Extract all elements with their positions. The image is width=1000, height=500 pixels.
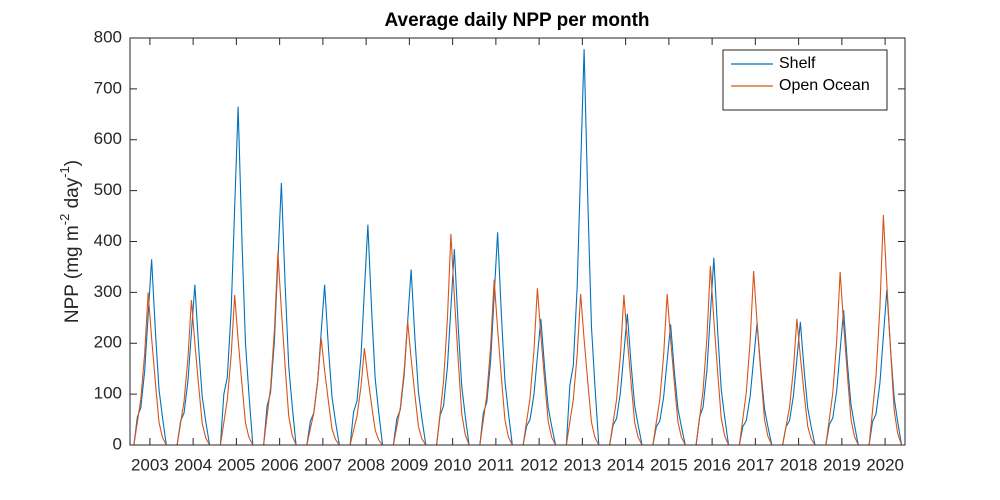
y-tick-label: 700 (94, 78, 122, 97)
y-axis-label: NPP (mg m-2 day-1) (57, 160, 83, 323)
y-tick-label: 600 (94, 129, 122, 148)
legend-label: Open Ocean (779, 77, 870, 94)
y-axis-label-part: ) (62, 160, 83, 166)
x-tick-label: 2009 (390, 455, 428, 474)
x-tick-label: 2020 (866, 455, 904, 474)
y-axis-label-part: day (62, 177, 83, 213)
x-tick-label: 2018 (780, 455, 818, 474)
x-tick-label: 2012 (520, 455, 558, 474)
legend-label: Shelf (779, 55, 816, 72)
y-tick-label: 0 (113, 434, 122, 453)
plot-frame (129, 37, 906, 446)
y-tick-label: 800 (94, 27, 122, 46)
y-tick-label: 500 (94, 180, 122, 199)
x-tick-label: 2006 (261, 455, 299, 474)
x-tick-label: 2019 (823, 455, 861, 474)
y-tick-label: 400 (94, 231, 122, 250)
x-tick-label: 2004 (174, 455, 212, 474)
x-tick-label: 2016 (693, 455, 731, 474)
y-axis-label-superscript: -2 (57, 214, 72, 226)
y-tick-label: 100 (94, 384, 122, 403)
y-tick-label: 200 (94, 333, 122, 352)
x-tick-label: 2008 (347, 455, 385, 474)
x-tick-label: 2005 (217, 455, 255, 474)
x-tick-label: 2013 (563, 455, 601, 474)
chart-title: Average daily NPP per month (384, 10, 649, 31)
x-tick-label: 2015 (650, 455, 688, 474)
x-tick-label: 2007 (304, 455, 342, 474)
y-axis-label-part: NPP (mg m (62, 225, 83, 323)
x-tick-label: 2011 (478, 455, 515, 474)
y-tick-label: 300 (94, 282, 122, 301)
x-tick-label: 2017 (736, 455, 774, 474)
x-tick-label: 2003 (131, 455, 169, 474)
x-tick-label: 2014 (607, 455, 645, 474)
y-axis-label-superscript: -1 (57, 166, 72, 178)
legend-box (722, 49, 888, 111)
x-tick-label: 2010 (434, 455, 472, 474)
